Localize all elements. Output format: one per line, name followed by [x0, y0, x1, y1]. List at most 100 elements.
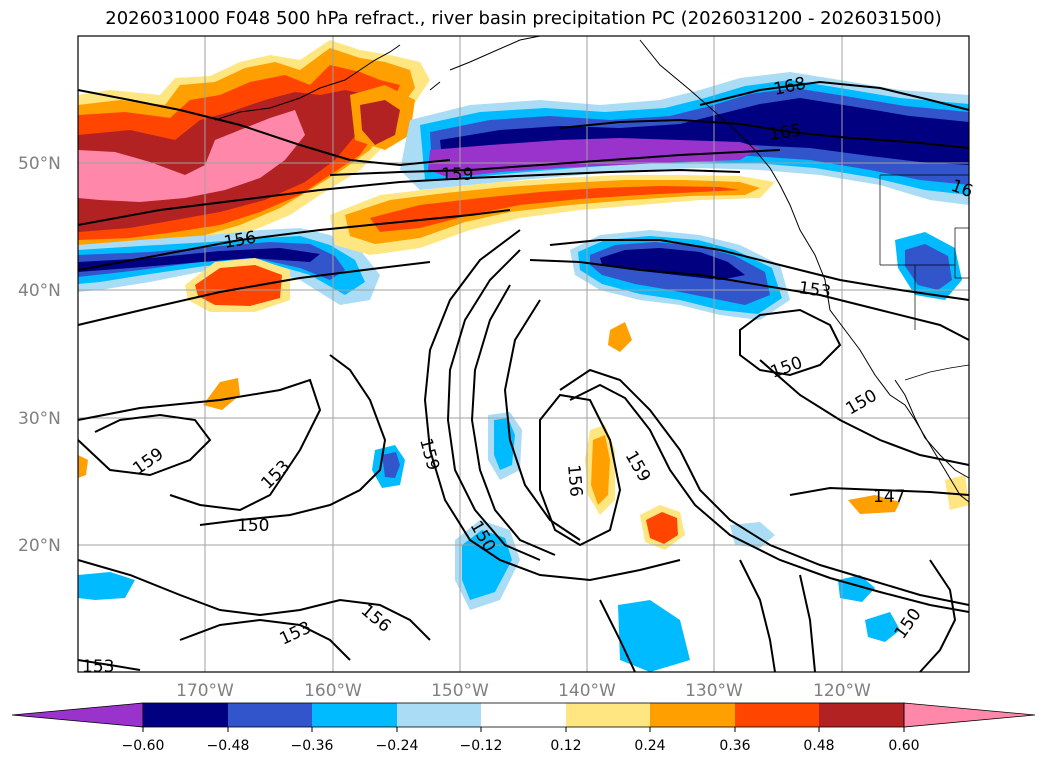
contour-147 — [789, 486, 970, 496]
contour-label: 156 — [563, 464, 586, 498]
contour-156-sw — [77, 559, 431, 641]
lon-label-160w: 160°W — [304, 681, 362, 701]
contour-156-trough — [446, 249, 541, 561]
precipitation-pc-fill — [78, 40, 969, 672]
contour-150-cutoff — [739, 308, 842, 377]
contour-150-trough — [503, 299, 581, 541]
contour-150-lower — [759, 359, 970, 466]
positive-streak-orange — [345, 180, 760, 244]
contour-165 — [559, 118, 970, 149]
contour-153-sw — [179, 618, 351, 661]
colorbar-bin — [228, 703, 312, 727]
contour-159-east — [559, 368, 970, 606]
map-title: 2026031000 F048 500 hPa refract., river … — [105, 8, 942, 29]
map-border — [77, 35, 970, 673]
lat-label-20n: 20°N — [18, 536, 61, 556]
negative-band-navy — [78, 248, 320, 272]
negative-blob-133w-15n — [618, 600, 690, 672]
negative-blob-125w-18n — [838, 575, 875, 602]
lon-label-130w: 130°W — [685, 681, 743, 701]
contour-153-west — [77, 378, 322, 512]
contour-159-trough — [423, 229, 681, 582]
lon-label-170w: 170°W — [176, 681, 234, 701]
contour-156 — [77, 168, 741, 226]
negative-blob-155w-25n-core — [382, 452, 400, 478]
latitude-labels: 50°N 40°N 30°N 20°N — [18, 154, 61, 556]
colorbar-tick-label: 0.24 — [634, 738, 665, 754]
positive-blob-112w-17n — [945, 475, 969, 510]
contour-162 — [77, 89, 451, 167]
contour-bottom-3 — [799, 574, 816, 673]
contour-label: 165 — [768, 121, 803, 145]
contour-150-se — [919, 559, 957, 673]
colorbar-tick-label: −0.60 — [122, 738, 165, 754]
positive-blob-120w-23n — [848, 495, 900, 514]
contour-label: 147 — [873, 487, 905, 507]
contour-153-north — [77, 209, 511, 271]
lat-label-50n: 50°N — [18, 154, 61, 174]
lon-label-140w: 140°W — [558, 681, 616, 701]
longitude-labels: 170°W 160°W 150°W 140°W 130°W 120°W — [176, 681, 871, 701]
negative-blob-140w-navy — [600, 248, 745, 280]
colorbar-tick-label: 0.48 — [803, 738, 834, 754]
colorbar-bin — [735, 703, 819, 727]
contour-153-sw-2 — [77, 659, 141, 671]
boundary-us-mexico — [904, 364, 970, 381]
contour-153-trough — [470, 284, 556, 556]
contour-label: 153 — [797, 278, 832, 302]
refractivity-contours — [77, 80, 970, 673]
contour-label: 159 — [441, 165, 473, 185]
lon-label-120w: 120°W — [813, 681, 871, 701]
negative-blob-115w-45n-core — [905, 244, 952, 290]
contour-159-west — [77, 413, 212, 477]
coastline-alaska — [214, 35, 541, 121]
positive-plume-pink — [78, 110, 305, 202]
positive-blob-165w-red — [195, 265, 282, 306]
positive-blob-138w-38n — [608, 322, 632, 352]
contour-bottom-2 — [739, 559, 776, 673]
positive-blob-137w-25n-core — [591, 435, 610, 505]
colorbar-bin — [312, 703, 397, 727]
colorbar-extend-high — [903, 702, 1036, 728]
contour-line-mid-3 — [529, 259, 970, 341]
colorbar-tick-label: 0.12 — [550, 738, 581, 754]
lat-label-30n: 30°N — [18, 409, 61, 429]
positive-blob-165w-32n — [203, 378, 240, 410]
colorbar-bin — [566, 703, 650, 727]
colorbar-bin — [143, 703, 228, 727]
positive-blob-135w-20n-red — [646, 512, 678, 544]
lat-lon-grid — [78, 36, 969, 672]
positive-streak-red — [370, 186, 740, 232]
negative-blob-120w-12n — [865, 612, 900, 642]
negative-blob-145w-cyan — [462, 530, 512, 600]
colorbar-frame — [142, 702, 905, 728]
colorbar-bin — [819, 703, 904, 727]
colorbar-tick-label: −0.48 — [207, 738, 250, 754]
colorbar-ticks — [142, 727, 905, 732]
colorbar-tick-label: 0.36 — [719, 738, 750, 754]
lon-label-150w: 150°W — [431, 681, 489, 701]
map-panel — [77, 35, 970, 673]
contour-labels: 168 165 159 16 156 153 150 150 159 153 1… — [82, 74, 975, 677]
positive-blob-178w-27n — [78, 455, 88, 478]
colorbar-tick-label: 0.60 — [888, 738, 919, 754]
lat-label-40n: 40°N — [18, 281, 61, 301]
contour-line-mid-2 — [549, 239, 970, 301]
colorbar-tick-label: −0.36 — [291, 738, 334, 754]
contour-label: 150 — [237, 516, 269, 536]
contour-label: 153 — [82, 657, 114, 677]
colorbar-bin — [397, 703, 481, 727]
coastline-baja — [894, 379, 970, 479]
colorbar-tick-label: −0.24 — [376, 738, 419, 754]
contour-156-east — [569, 383, 970, 613]
contour-168 — [699, 80, 970, 111]
contour-159-north — [329, 149, 781, 176]
contour-150-west — [199, 354, 387, 526]
colorbar: −0.60 −0.48 −0.36 −0.24 −0.12 0.12 0.24 … — [11, 702, 1036, 754]
colorbar-tick-label: −0.12 — [460, 738, 503, 754]
contour-156-cutoff — [539, 393, 622, 547]
contour-bottom-1 — [599, 599, 636, 673]
colorbar-bin — [481, 703, 566, 727]
contour-line-mid-1 — [77, 261, 431, 326]
